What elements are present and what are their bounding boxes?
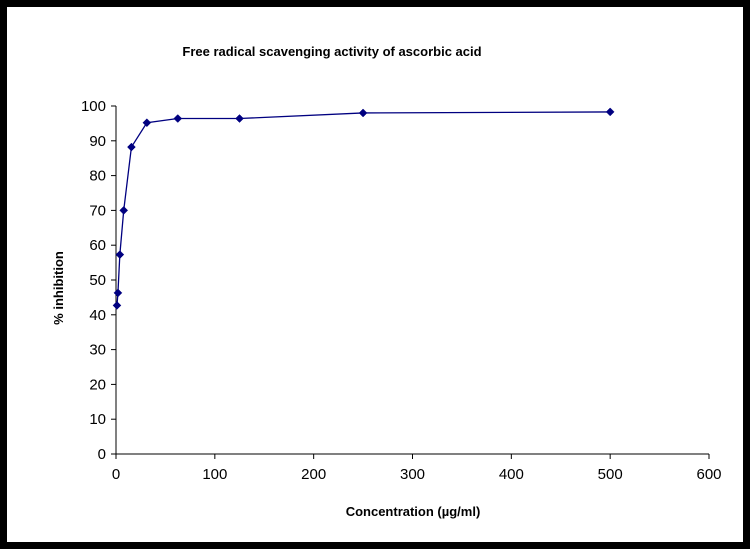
y-tick-label: 100 — [81, 98, 106, 115]
y-tick-label: 30 — [89, 342, 106, 359]
x-tick-label: 200 — [301, 466, 326, 483]
data-point-marker — [119, 206, 129, 215]
y-tick-label: 0 — [98, 446, 106, 463]
x-tick-label: 600 — [696, 466, 721, 483]
data-point-marker — [113, 288, 123, 298]
x-axis: 0 100 200 300 400 500 600 — [112, 453, 722, 483]
y-tick-label: 90 — [89, 133, 106, 150]
y-tick-label: 40 — [89, 307, 106, 324]
y-tick-label: 20 — [89, 376, 106, 393]
data-point-marker — [127, 142, 136, 152]
y-axis: 0 10 20 30 40 50 60 70 80 90 100 — [81, 98, 117, 463]
line-chart: Free radical scavenging activity of asco… — [51, 44, 722, 519]
data-point-marker — [142, 118, 152, 128]
x-axis-title: Concentration (µg/ml) — [346, 504, 481, 519]
y-tick-label: 80 — [89, 168, 106, 185]
x-tick-label: 500 — [598, 466, 623, 483]
x-tick-label: 300 — [400, 466, 425, 483]
x-tick-label: 100 — [202, 466, 227, 483]
data-point-marker — [605, 107, 615, 117]
y-tick-label: 10 — [89, 411, 106, 428]
series — [112, 107, 615, 310]
data-point-marker — [115, 250, 125, 259]
x-tick-label: 0 — [112, 466, 120, 483]
x-tick-label: 400 — [499, 466, 524, 483]
data-point-marker — [112, 301, 122, 310]
data-point-marker — [235, 114, 244, 123]
chart-area: Free radical scavenging activity of asco… — [6, 6, 744, 543]
chart-title: Free radical scavenging activity of asco… — [182, 44, 481, 59]
y-tick-label: 70 — [89, 202, 106, 219]
series-line — [116, 111, 611, 306]
data-point-marker — [358, 108, 368, 118]
y-axis-title: % inhibition — [51, 251, 66, 325]
y-tick-label: 60 — [89, 237, 106, 254]
data-point-marker — [173, 114, 183, 123]
y-tick-label: 50 — [89, 272, 106, 289]
